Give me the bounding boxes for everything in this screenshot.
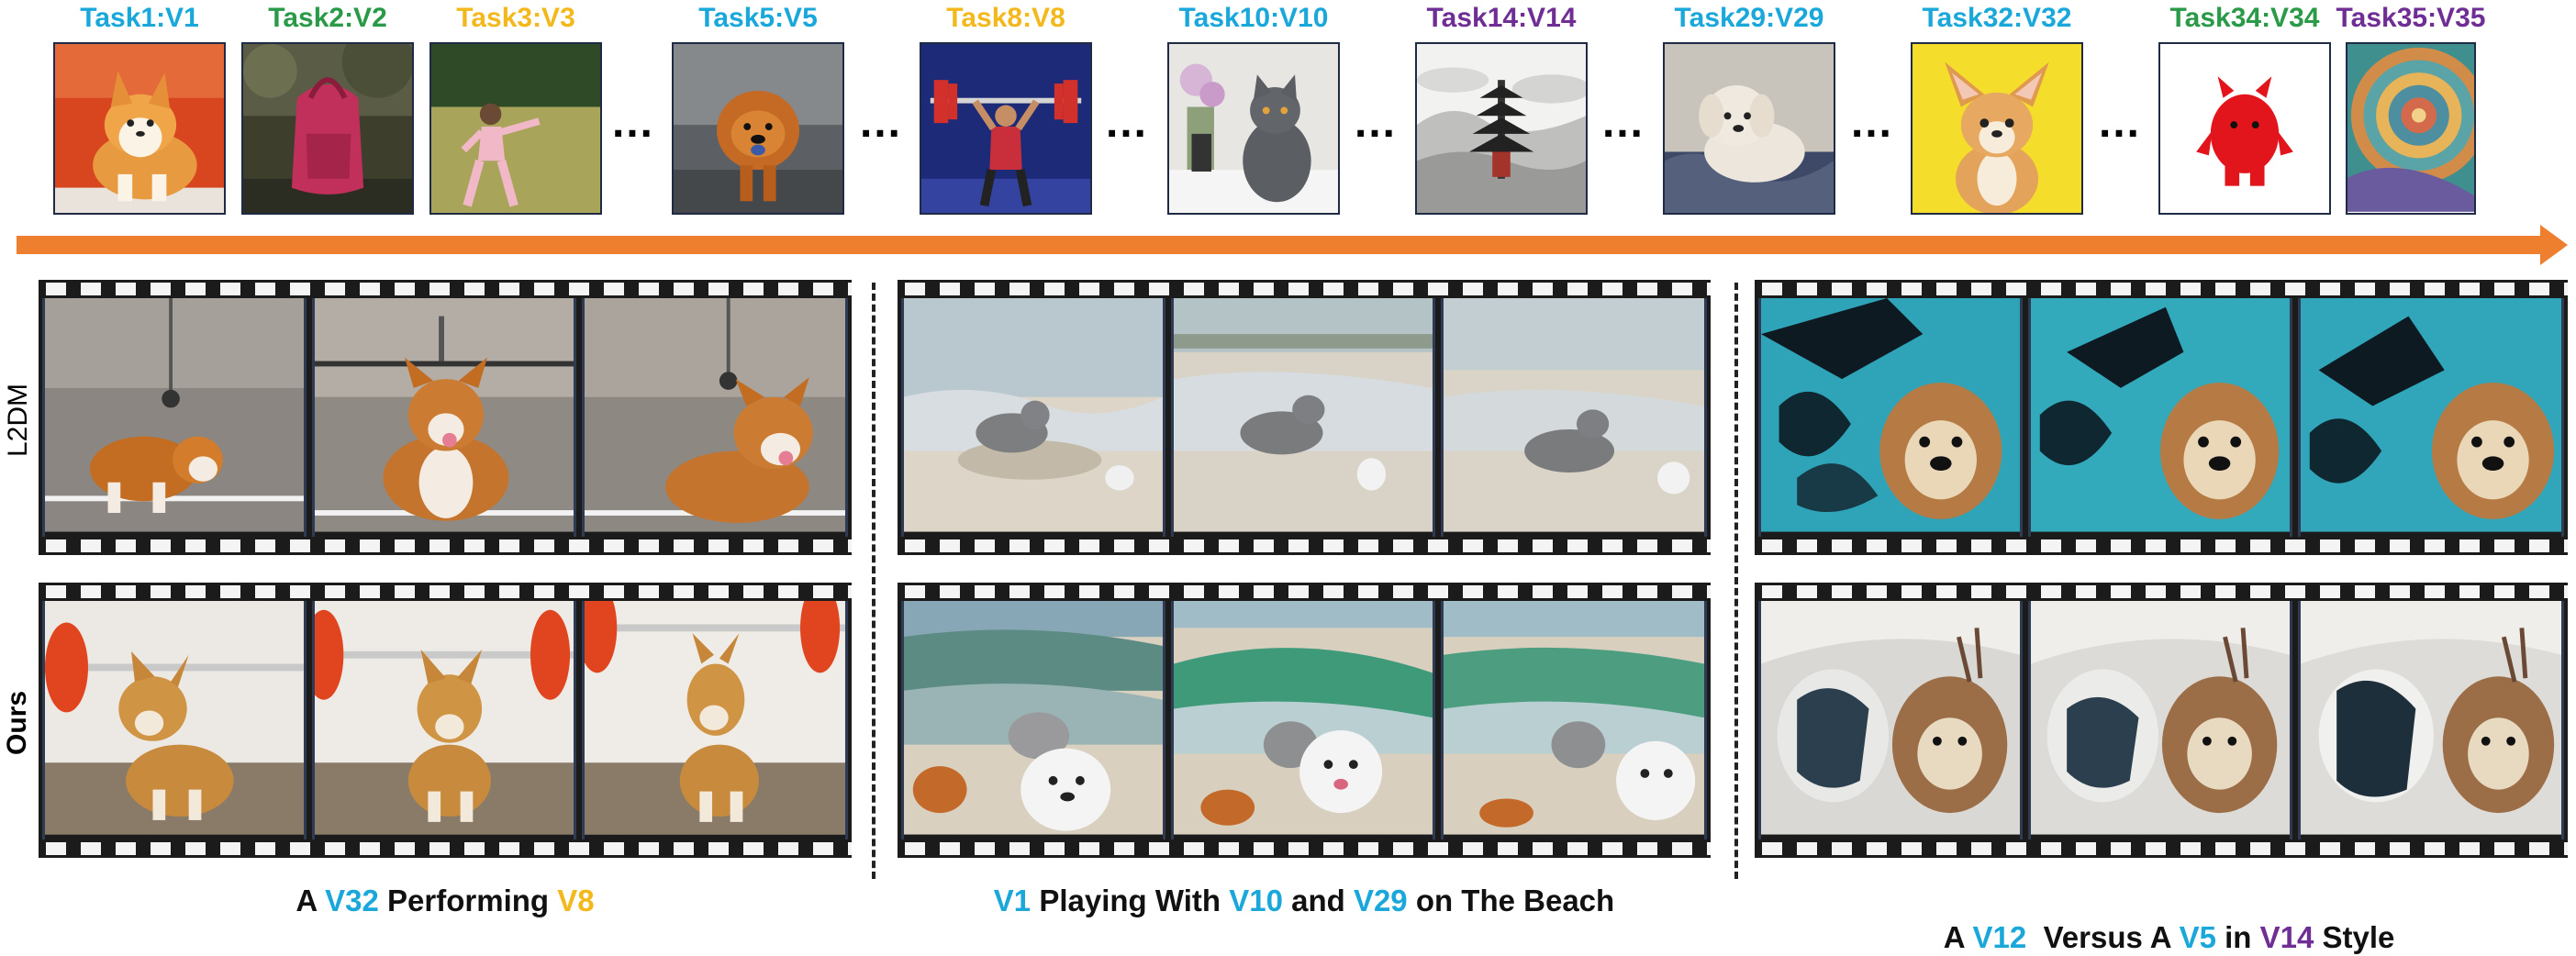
caption-text: Performing — [378, 884, 558, 917]
video-frame — [1758, 298, 2023, 537]
timeline-arrow-head — [2540, 225, 2568, 265]
film-strip-l2dm-panel-1 — [39, 280, 852, 555]
ellipsis: … — [2097, 98, 2143, 147]
caption-panel-3: A V12 Versus A V5 in V14 Style — [1755, 883, 2568, 956]
caption-token: V1 — [993, 884, 1032, 917]
ellipsis: … — [1104, 98, 1150, 147]
video-frame — [901, 298, 1165, 537]
caption-text: Playing With — [1031, 884, 1230, 917]
film-strip-ours-panel-3 — [1755, 583, 2568, 858]
ellipsis: … — [1353, 98, 1399, 147]
caption-text: A — [296, 884, 326, 917]
task-thumbnail-backpack — [241, 42, 414, 215]
video-frame — [312, 298, 576, 537]
task-label: Task3:V3 — [456, 3, 575, 33]
task-label: Task10:V10 — [1178, 3, 1329, 33]
timeline-arrow — [17, 236, 2544, 254]
task-thumbnail-tai-chi — [429, 42, 602, 215]
row-label-baseline: L2DM — [3, 383, 33, 457]
video-frame — [1758, 601, 2023, 839]
video-frame — [312, 601, 576, 839]
caption-panel-2: V1 Playing With V10 and V29 on The Beach — [898, 883, 1711, 919]
task-label: Task1:V1 — [80, 3, 199, 33]
video-frame — [582, 601, 848, 839]
video-frame — [1441, 298, 1707, 537]
video-frame — [582, 298, 848, 537]
task-label: Task2:V2 — [268, 3, 387, 33]
row-label-ours: Ours — [2, 690, 32, 755]
video-frame — [42, 601, 307, 839]
caption-token: V29 — [1353, 884, 1408, 917]
task-label: Task14:V14 — [1426, 3, 1577, 33]
task-label: Task32:V32 — [1922, 3, 2072, 33]
task-thumbnail-pagoda — [1415, 42, 1588, 215]
task-thumbnail-weightlifter — [920, 42, 1092, 215]
video-frame — [2298, 298, 2564, 537]
film-strip-l2dm-panel-3 — [1755, 280, 2568, 555]
caption-token: V10 — [1229, 884, 1283, 917]
panel-divider — [1734, 283, 1738, 879]
ellipsis: … — [610, 98, 656, 147]
task-thumbnail-corgi — [53, 42, 226, 215]
video-frame — [1171, 298, 1435, 537]
panel-divider — [872, 283, 875, 879]
film-strip-ours-panel-1 — [39, 583, 852, 858]
ellipsis: … — [1849, 98, 1895, 147]
video-frame — [2298, 601, 2564, 839]
video-frame — [2028, 601, 2292, 839]
film-strip-l2dm-panel-2 — [898, 280, 1711, 555]
task-thumbnail-mosaic — [2346, 42, 2476, 215]
video-frame — [1171, 601, 1435, 839]
task-thumbnail-corgi-yellow — [1911, 42, 2083, 215]
video-frame — [901, 601, 1165, 839]
caption-panel-1: A V32 Performing V8 — [39, 883, 852, 919]
task-thumbnail-poodle — [1663, 42, 1835, 215]
task-label: Task29:V29 — [1674, 3, 1824, 33]
task-label: Task34:V34 — [2169, 3, 2320, 33]
film-strip-ours-panel-2 — [898, 583, 1711, 858]
caption-text: and — [1282, 884, 1354, 917]
task-label: Task5:V5 — [698, 3, 818, 33]
video-frame — [1441, 601, 1707, 839]
video-frame — [42, 298, 307, 537]
task-thumbnail-monster — [2158, 42, 2331, 215]
task-thumbnail-chow-chow — [672, 42, 844, 215]
task-label: Task8:V8 — [946, 3, 1065, 33]
caption-token: V8 — [557, 884, 595, 917]
caption-token: V32 — [325, 884, 379, 917]
video-frame — [2028, 298, 2292, 537]
caption-text: on The Beach — [1407, 884, 1615, 917]
task-label: Task35:V35 — [2336, 3, 2486, 33]
ellipsis: … — [858, 98, 904, 147]
task-thumbnail-cat — [1167, 42, 1340, 215]
ellipsis: … — [1600, 98, 1646, 147]
